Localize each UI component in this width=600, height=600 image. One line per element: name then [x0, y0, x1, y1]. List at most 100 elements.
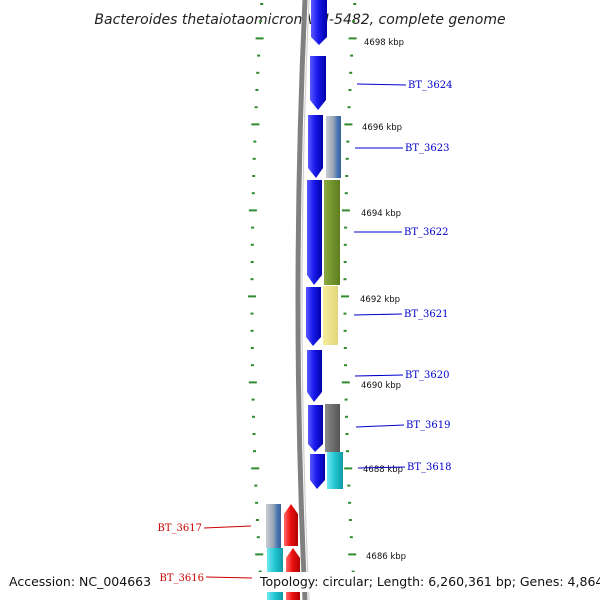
cds-arrow[interactable]	[308, 405, 323, 452]
scale-tick-left-major	[248, 381, 257, 384]
scale-tick-right-minor	[343, 347, 347, 349]
gene-label-text: BT_3616	[160, 573, 204, 584]
leader-line	[205, 576, 253, 579]
scale-tick-right-minor	[348, 89, 352, 91]
footer-summary: Topology: circular; Length: 6,260,361 bp…	[259, 574, 600, 589]
feature-block-bt3617[interactable]	[266, 504, 281, 548]
gene-label-text: BT_3619	[406, 420, 450, 431]
leader-line	[357, 466, 406, 469]
gene-label-bt3621[interactable]: BT_3621	[353, 309, 448, 320]
scale-ticks-right	[341, 3, 357, 590]
cds-arrow[interactable]	[308, 115, 323, 178]
gene-label-bt3619[interactable]: BT_3619	[355, 420, 450, 431]
scale-tick-left-major	[251, 123, 260, 126]
scale-label-4690: 4690 kbp	[361, 381, 401, 391]
scale-tick-left-minor	[254, 106, 258, 109]
leader-line	[353, 313, 403, 316]
footer-accession: Accession: NC_004663	[9, 574, 151, 589]
scale-tick-right-minor	[348, 519, 352, 521]
leader-line	[356, 83, 407, 86]
cds-arrow[interactable]	[306, 287, 321, 346]
scale-tick-left-minor	[259, 20, 263, 23]
scale-tick-left-minor	[257, 54, 261, 57]
scale-tick-left-minor	[250, 278, 254, 281]
scale-tick-left-major	[248, 209, 257, 212]
scale-tick-left-minor	[255, 501, 259, 504]
scale-tick-left-minor	[252, 415, 255, 418]
scale-tick-left-minor	[250, 243, 254, 246]
gene-label-text: BT_3623	[405, 143, 449, 154]
gene-label-text: BT_3617	[158, 523, 202, 534]
scale-tick-right-major	[341, 381, 350, 384]
feature-block-bt3621[interactable]	[323, 286, 338, 345]
scale-tick-right-minor	[343, 278, 347, 281]
scale-tick-left-major	[255, 553, 264, 556]
scale-tick-right-major	[348, 553, 357, 556]
scale-tick-right-minor	[347, 106, 351, 109]
scale-tick-right-minor	[345, 175, 349, 177]
scale-tick-right-minor	[349, 71, 353, 74]
chart-title: Bacteroides thetaiotaomicron VPI-5482, c…	[94, 12, 505, 28]
scale-tick-right-major	[344, 123, 353, 126]
scale-label-4692: 4692 kbp	[360, 295, 400, 305]
scale-tick-right-minor	[343, 261, 347, 263]
gene-label-text: BT_3621	[404, 309, 448, 320]
gene-label-bt3618[interactable]: BT_3618	[357, 462, 451, 473]
gene-label-bt3617[interactable]: BT_3617	[158, 523, 252, 534]
gene-label-bt3622[interactable]: BT_3622	[354, 227, 448, 238]
scale-tick-right-minor	[345, 415, 348, 418]
cds-arrow[interactable]	[310, 454, 325, 489]
scale-tick-right-major	[348, 37, 357, 40]
scale-tick-right-minor	[348, 501, 352, 504]
scale-ticks-left	[248, 3, 264, 590]
gene-label-text: BT_3624	[408, 80, 452, 91]
feature-block-bt3623[interactable]	[326, 116, 341, 178]
cds-arrow[interactable]	[307, 180, 322, 285]
scale-tick-right-minor	[349, 536, 353, 539]
cds-track-forward	[306, 0, 327, 489]
scale-tick-right-minor	[347, 484, 351, 487]
scale-tick-left-minor	[260, 3, 264, 5]
gene-label-text: BT_3622	[404, 227, 448, 238]
scale-tick-right-minor	[343, 312, 347, 315]
scale-tick-left-major	[251, 467, 260, 470]
scale-tick-right-minor	[353, 3, 357, 5]
feature-block-bt3619[interactable]	[325, 404, 340, 452]
scale-tick-right-minor	[345, 157, 349, 160]
scale-tick-right-minor	[344, 398, 348, 401]
gene-label-bt3620[interactable]: BT_3620	[354, 370, 449, 381]
scale-tick-right-minor	[351, 570, 355, 573]
scale-tick-right-minor	[344, 226, 348, 229]
scale-tick-left-minor	[256, 536, 260, 539]
scale-tick-right-minor	[345, 433, 349, 435]
scale-tick-left-minor	[252, 175, 256, 177]
cds-arrow[interactable]	[307, 350, 322, 402]
scale-tick-left-minor	[254, 484, 258, 487]
scale-tick-right-major	[344, 467, 353, 470]
scale-tick-left-minor	[255, 89, 259, 91]
scale-tick-right-minor	[344, 364, 347, 367]
scale-tick-right-minor	[346, 140, 350, 143]
scale-label-4688: 4688 kbp	[363, 465, 403, 475]
gene-label-text: BT_3618	[407, 462, 451, 473]
cds-arrow[interactable]	[310, 56, 326, 110]
cds-arrow[interactable]	[284, 504, 298, 546]
leader-line	[354, 374, 404, 377]
scale-label-4694: 4694 kbp	[361, 209, 401, 219]
scale-tick-left-minor	[258, 570, 262, 573]
cds-arrow[interactable]	[311, 0, 327, 45]
scale-tick-left-minor	[255, 519, 259, 521]
gene-label-bt3624[interactable]: BT_3624	[356, 80, 452, 91]
feature-block-bt3622[interactable]	[324, 180, 340, 285]
gene-label-bt3616[interactable]: BT_3616	[160, 573, 253, 584]
scale-tick-right-minor	[352, 20, 356, 23]
gene-label-bt3623[interactable]: BT_3623	[355, 143, 449, 154]
scale-tick-left-minor	[252, 157, 256, 160]
feature-block-bt3618[interactable]	[327, 452, 343, 489]
scale-tick-left-major	[248, 295, 256, 298]
scale-tick-right-minor	[344, 192, 348, 195]
scale-tick-right-major	[341, 209, 350, 212]
leader-line	[203, 525, 252, 529]
scale-label-4686: 4686 kbp	[366, 552, 406, 562]
